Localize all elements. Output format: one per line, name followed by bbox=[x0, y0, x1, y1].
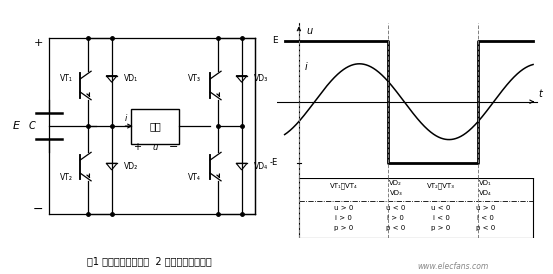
Text: i > 0: i > 0 bbox=[388, 215, 404, 221]
Text: i > 0: i > 0 bbox=[335, 215, 352, 221]
Text: VD₃: VD₃ bbox=[389, 190, 402, 196]
Text: -E: -E bbox=[269, 158, 278, 167]
Text: VT₁: VT₁ bbox=[60, 75, 72, 83]
Text: +: + bbox=[133, 142, 140, 152]
Text: VT₄: VT₄ bbox=[187, 173, 200, 182]
Text: −: − bbox=[169, 142, 178, 152]
Text: i < 0: i < 0 bbox=[477, 215, 494, 221]
Text: u: u bbox=[153, 143, 158, 152]
Text: VD₁: VD₁ bbox=[123, 75, 138, 83]
Text: i < 0: i < 0 bbox=[432, 215, 450, 221]
Text: E: E bbox=[13, 121, 20, 131]
Text: i: i bbox=[305, 62, 307, 72]
Text: VD₃: VD₃ bbox=[253, 75, 268, 83]
Text: u > 0: u > 0 bbox=[476, 205, 495, 211]
Text: VT₁、VT₄: VT₁、VT₄ bbox=[330, 182, 358, 189]
Text: +: + bbox=[33, 38, 43, 48]
Text: u < 0: u < 0 bbox=[386, 205, 405, 211]
Text: VD₂: VD₂ bbox=[389, 180, 402, 186]
Text: VD₁: VD₁ bbox=[479, 180, 492, 186]
Text: www.elecfans.com: www.elecfans.com bbox=[418, 262, 489, 271]
Text: VT₂: VT₂ bbox=[60, 173, 72, 182]
Bar bbox=[131, 109, 179, 144]
Text: E: E bbox=[272, 36, 278, 45]
Text: 图1 电压源型逆变器图  2 无功二极管的作用: 图1 电压源型逆变器图 2 无功二极管的作用 bbox=[87, 256, 212, 266]
Text: VD₂: VD₂ bbox=[123, 162, 138, 171]
Text: t: t bbox=[539, 89, 542, 99]
Text: u > 0: u > 0 bbox=[334, 205, 353, 211]
Text: p < 0: p < 0 bbox=[476, 224, 495, 230]
Text: C: C bbox=[28, 121, 35, 131]
Text: i: i bbox=[124, 113, 127, 122]
Text: 负载: 负载 bbox=[149, 121, 161, 131]
Text: p < 0: p < 0 bbox=[386, 224, 405, 230]
Text: VD₄: VD₄ bbox=[479, 190, 492, 196]
Text: u: u bbox=[306, 27, 312, 36]
Text: u < 0: u < 0 bbox=[431, 205, 451, 211]
Text: VD₄: VD₄ bbox=[253, 162, 268, 171]
Text: p > 0: p > 0 bbox=[334, 224, 353, 230]
Text: −: − bbox=[33, 203, 43, 216]
Text: p > 0: p > 0 bbox=[431, 224, 451, 230]
Text: VT₃: VT₃ bbox=[187, 75, 201, 83]
Text: VT₂、VT₃: VT₂、VT₃ bbox=[427, 182, 455, 189]
